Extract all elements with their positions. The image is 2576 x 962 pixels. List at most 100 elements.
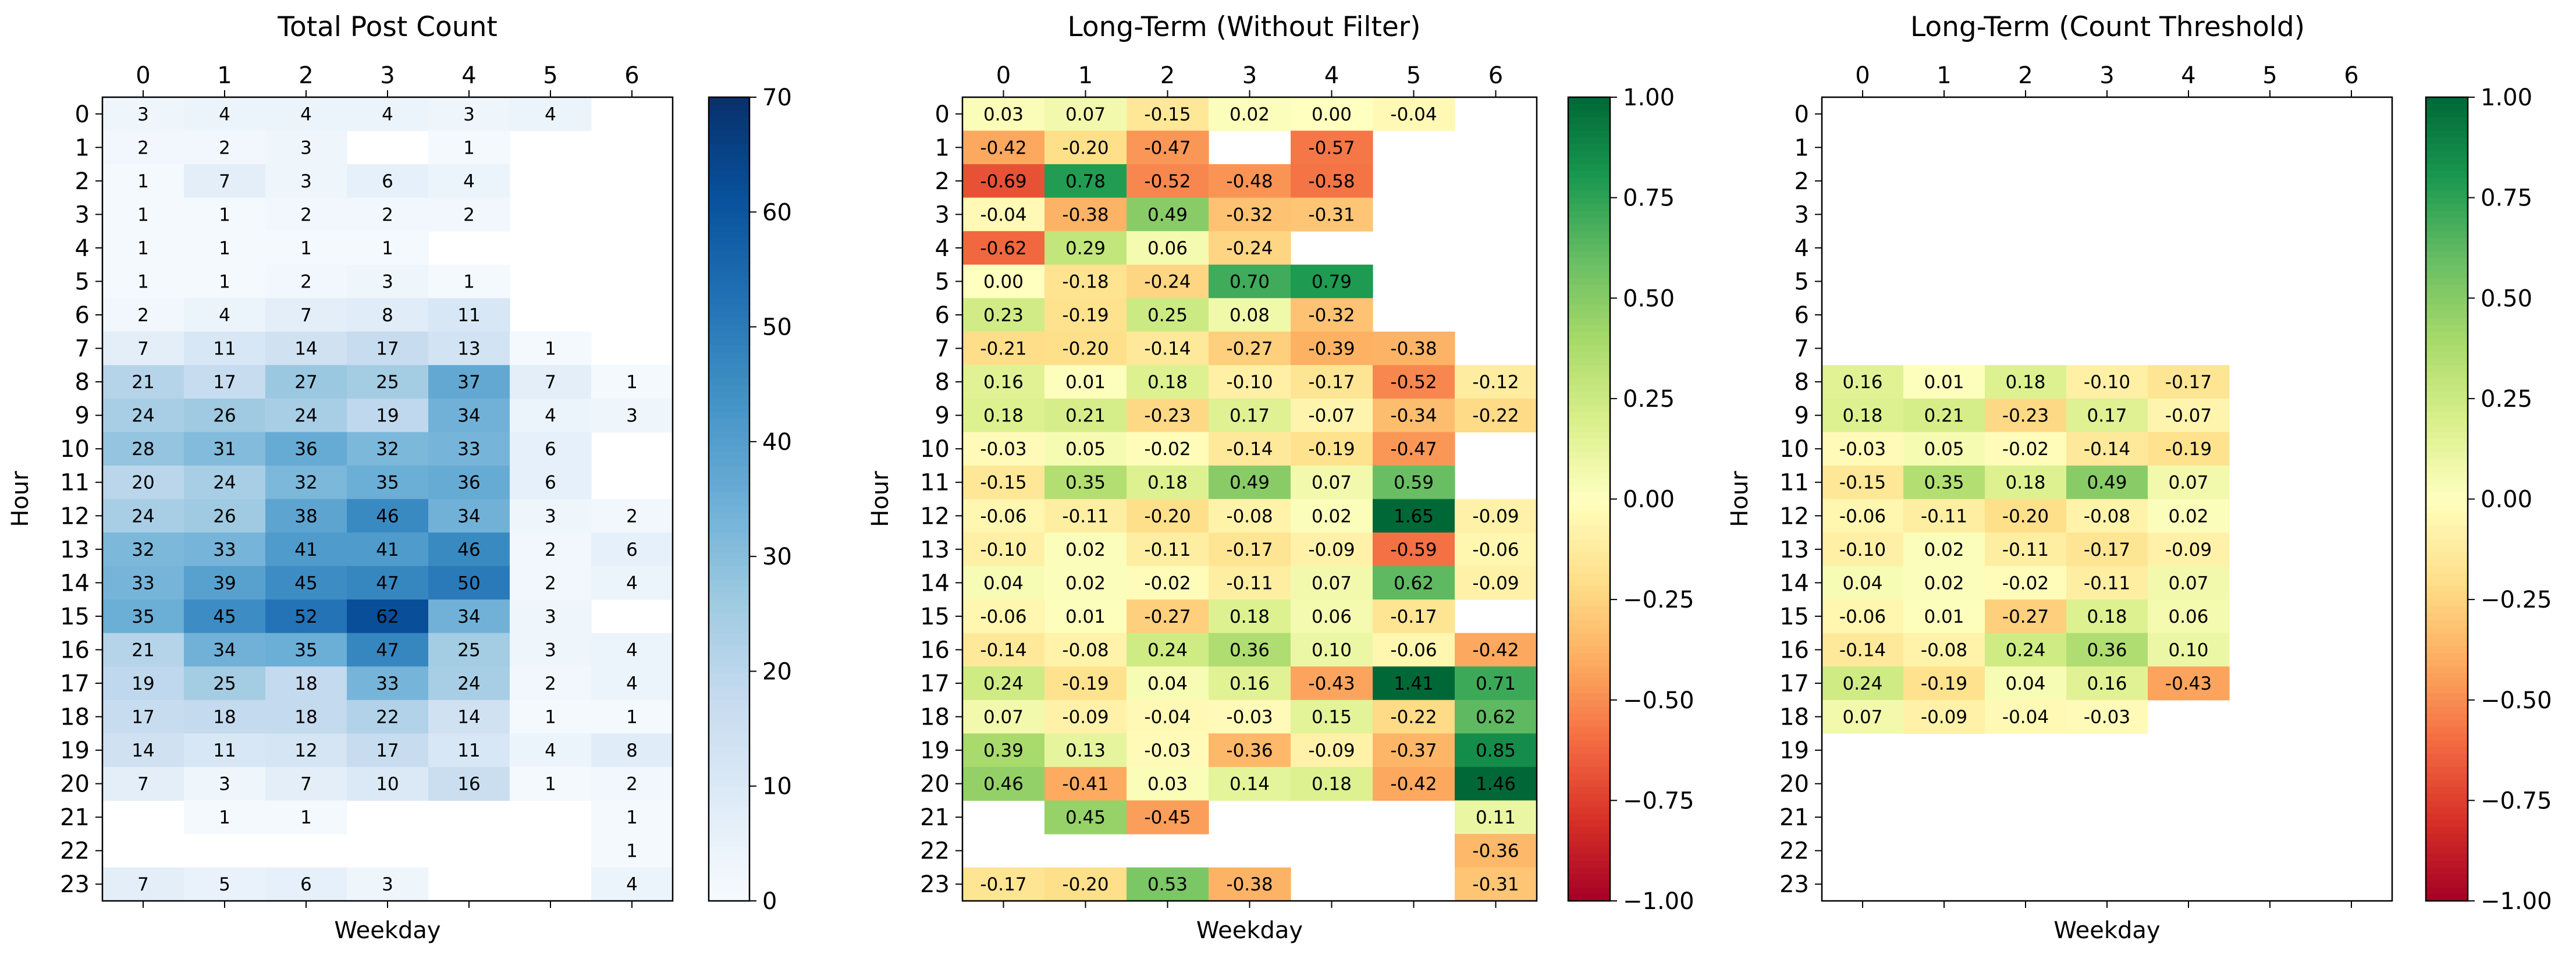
cell-value-label: -0.27 — [1144, 606, 1191, 627]
colorbar-segment — [1568, 653, 1610, 661]
colorbar-segment — [2426, 104, 2468, 111]
heatmap-cell — [184, 331, 266, 365]
cell-value-label: 3 — [545, 640, 556, 661]
heatmap-cell — [1044, 398, 1127, 433]
cell-value-label: -0.09 — [1308, 740, 1355, 761]
colorbar-segment — [2426, 171, 2468, 178]
heatmap-cell — [1209, 599, 1291, 634]
colorbar-segment — [709, 666, 749, 674]
heatmap-cell — [1127, 800, 1209, 835]
heatmap-cell — [1373, 766, 1455, 801]
colorbar-segment — [709, 840, 749, 848]
heatmap-cell — [184, 398, 266, 433]
y-tick-label: 10 — [920, 436, 950, 463]
cell-value-label: -0.52 — [1144, 171, 1191, 192]
heatmap-cell — [1127, 264, 1209, 299]
heatmap-cell — [1127, 633, 1209, 667]
cell-value-label: 0.02 — [1924, 539, 1964, 560]
colorbar-segment — [709, 398, 749, 406]
colorbar-segment — [709, 197, 749, 205]
cell-value-label: -0.20 — [1062, 339, 1108, 360]
cell-value-label: 7 — [300, 774, 312, 795]
colorbar-segment — [709, 512, 749, 520]
colorbar-segment — [709, 506, 749, 513]
colorbar-segment — [1568, 613, 1610, 620]
heatmap-cell — [102, 432, 184, 466]
colorbar-segment — [2426, 137, 2468, 145]
heatmap-cell — [428, 633, 510, 667]
heatmap-cell — [102, 666, 184, 701]
colorbar-segment — [1568, 519, 1610, 527]
heatmap-cell — [428, 97, 510, 132]
colorbar-tick-label: −1.00 — [1623, 888, 1694, 915]
y-tick-label: 16 — [1779, 637, 1809, 663]
cell-value-label: 0.36 — [1230, 640, 1270, 661]
x-axis-label: Weekday — [2053, 917, 2160, 944]
heatmap-cell — [591, 633, 673, 667]
heatmap-cell — [1822, 365, 1904, 399]
colorbar-segment — [2426, 733, 2468, 741]
cell-value-label: 0.24 — [1842, 673, 1882, 694]
heatmap-cell — [1291, 130, 1373, 165]
heatmap-cell — [1044, 499, 1127, 533]
colorbar-segment — [2426, 432, 2468, 439]
heatmap-cell — [1209, 298, 1291, 332]
heatmap-cell — [1209, 365, 1291, 399]
cell-value-label: 3 — [137, 104, 149, 125]
y-tick-label: 0 — [935, 101, 950, 128]
colorbar-segment — [2426, 164, 2468, 172]
heatmap-cell — [1209, 766, 1291, 801]
heatmap-cell — [1127, 533, 1209, 567]
heatmap-cell — [1373, 398, 1455, 433]
colorbar-segment — [2426, 747, 2468, 754]
colorbar-segment — [709, 465, 749, 473]
heatmap-cell — [1822, 633, 1904, 667]
cell-value-label: 4 — [626, 673, 638, 694]
colorbar-segment — [1568, 445, 1610, 453]
colorbar-segment — [1568, 733, 1610, 741]
cell-value-label: -0.11 — [2084, 573, 2130, 594]
colorbar-segment — [1568, 539, 1610, 546]
cell-value-label: 3 — [463, 104, 475, 125]
colorbar-segment — [1568, 566, 1610, 573]
heatmap-cell — [1903, 465, 1985, 500]
colorbar-segment — [1568, 552, 1610, 560]
colorbar-segment — [1568, 533, 1610, 540]
heatmap-cell — [1373, 599, 1455, 634]
heatmap-cell — [102, 298, 184, 332]
y-tick-label: 10 — [60, 436, 90, 463]
heatmap-cell — [1209, 465, 1291, 500]
heatmap-cell — [184, 533, 266, 567]
cell-value-label: 0.18 — [2087, 606, 2127, 627]
y-tick-label: 0 — [75, 101, 90, 128]
y-tick-label: 12 — [920, 503, 950, 530]
colorbar-tick-label: 1.00 — [1623, 84, 1675, 111]
colorbar-tick-label: 0 — [762, 888, 777, 915]
cell-value-label: 0.07 — [1065, 104, 1106, 125]
colorbar-segment — [2426, 264, 2468, 272]
heatmap-cell — [1127, 867, 1209, 901]
heatmap-cell — [510, 766, 592, 801]
colorbar-segment — [1568, 318, 1610, 326]
cell-value-label: -0.03 — [1144, 740, 1191, 761]
cell-value-label: -0.09 — [2165, 539, 2212, 560]
heatmap-cell — [591, 365, 673, 399]
cell-value-label: -0.10 — [980, 539, 1026, 560]
colorbar-segment — [2426, 793, 2468, 801]
cell-value-label: 1 — [545, 774, 556, 795]
colorbar-segment — [709, 472, 749, 480]
cell-value-label: 0.03 — [983, 104, 1024, 125]
colorbar-segment — [709, 137, 749, 145]
y-tick-label: 22 — [1779, 838, 1809, 865]
colorbar-segment — [2426, 760, 2468, 768]
cell-value-label: 13 — [457, 339, 480, 360]
heatmap-cell — [510, 533, 592, 567]
colorbar-segment — [2426, 753, 2468, 761]
colorbar-tick-label: 0.50 — [1623, 285, 1675, 312]
colorbar-segment — [1568, 271, 1610, 279]
colorbar-tick-label: 0.25 — [2481, 386, 2532, 413]
colorbar-segment — [2426, 673, 2468, 681]
cell-value-label: 3 — [300, 171, 312, 192]
heatmap-cell — [1373, 566, 1455, 600]
colorbar-segment — [1568, 619, 1610, 627]
